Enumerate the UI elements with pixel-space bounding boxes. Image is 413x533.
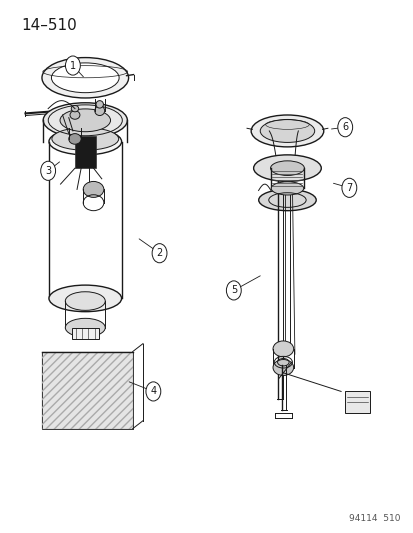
Circle shape bbox=[337, 118, 352, 137]
Ellipse shape bbox=[70, 111, 80, 119]
Ellipse shape bbox=[42, 58, 128, 98]
FancyBboxPatch shape bbox=[72, 328, 98, 340]
Text: 4: 4 bbox=[150, 386, 156, 397]
Text: 7: 7 bbox=[345, 183, 351, 193]
Ellipse shape bbox=[43, 103, 127, 138]
Text: 94114  510: 94114 510 bbox=[349, 514, 400, 523]
Ellipse shape bbox=[258, 189, 316, 211]
Text: 6: 6 bbox=[341, 122, 347, 132]
Ellipse shape bbox=[51, 63, 119, 93]
Ellipse shape bbox=[60, 109, 110, 132]
Ellipse shape bbox=[253, 155, 320, 181]
Ellipse shape bbox=[65, 318, 105, 337]
Text: 14–510: 14–510 bbox=[21, 18, 77, 33]
Ellipse shape bbox=[270, 161, 304, 175]
Circle shape bbox=[40, 161, 55, 180]
Text: 5: 5 bbox=[230, 286, 236, 295]
Polygon shape bbox=[344, 391, 369, 413]
Circle shape bbox=[65, 56, 80, 75]
FancyBboxPatch shape bbox=[74, 136, 96, 168]
Text: 1: 1 bbox=[70, 61, 76, 70]
Ellipse shape bbox=[272, 360, 293, 375]
Text: 3: 3 bbox=[45, 166, 51, 176]
Ellipse shape bbox=[65, 292, 105, 310]
Ellipse shape bbox=[69, 134, 81, 144]
Ellipse shape bbox=[49, 285, 121, 312]
Ellipse shape bbox=[83, 181, 104, 197]
Ellipse shape bbox=[271, 182, 303, 195]
Ellipse shape bbox=[251, 115, 323, 147]
Ellipse shape bbox=[96, 101, 103, 108]
Circle shape bbox=[226, 281, 241, 300]
Ellipse shape bbox=[52, 127, 119, 150]
Text: 2: 2 bbox=[156, 248, 162, 258]
Ellipse shape bbox=[272, 341, 293, 357]
Ellipse shape bbox=[95, 106, 104, 116]
Circle shape bbox=[145, 382, 160, 401]
Ellipse shape bbox=[260, 119, 314, 142]
Circle shape bbox=[341, 178, 356, 197]
Polygon shape bbox=[42, 352, 133, 429]
Circle shape bbox=[152, 244, 166, 263]
Ellipse shape bbox=[71, 106, 78, 112]
Ellipse shape bbox=[49, 128, 121, 155]
